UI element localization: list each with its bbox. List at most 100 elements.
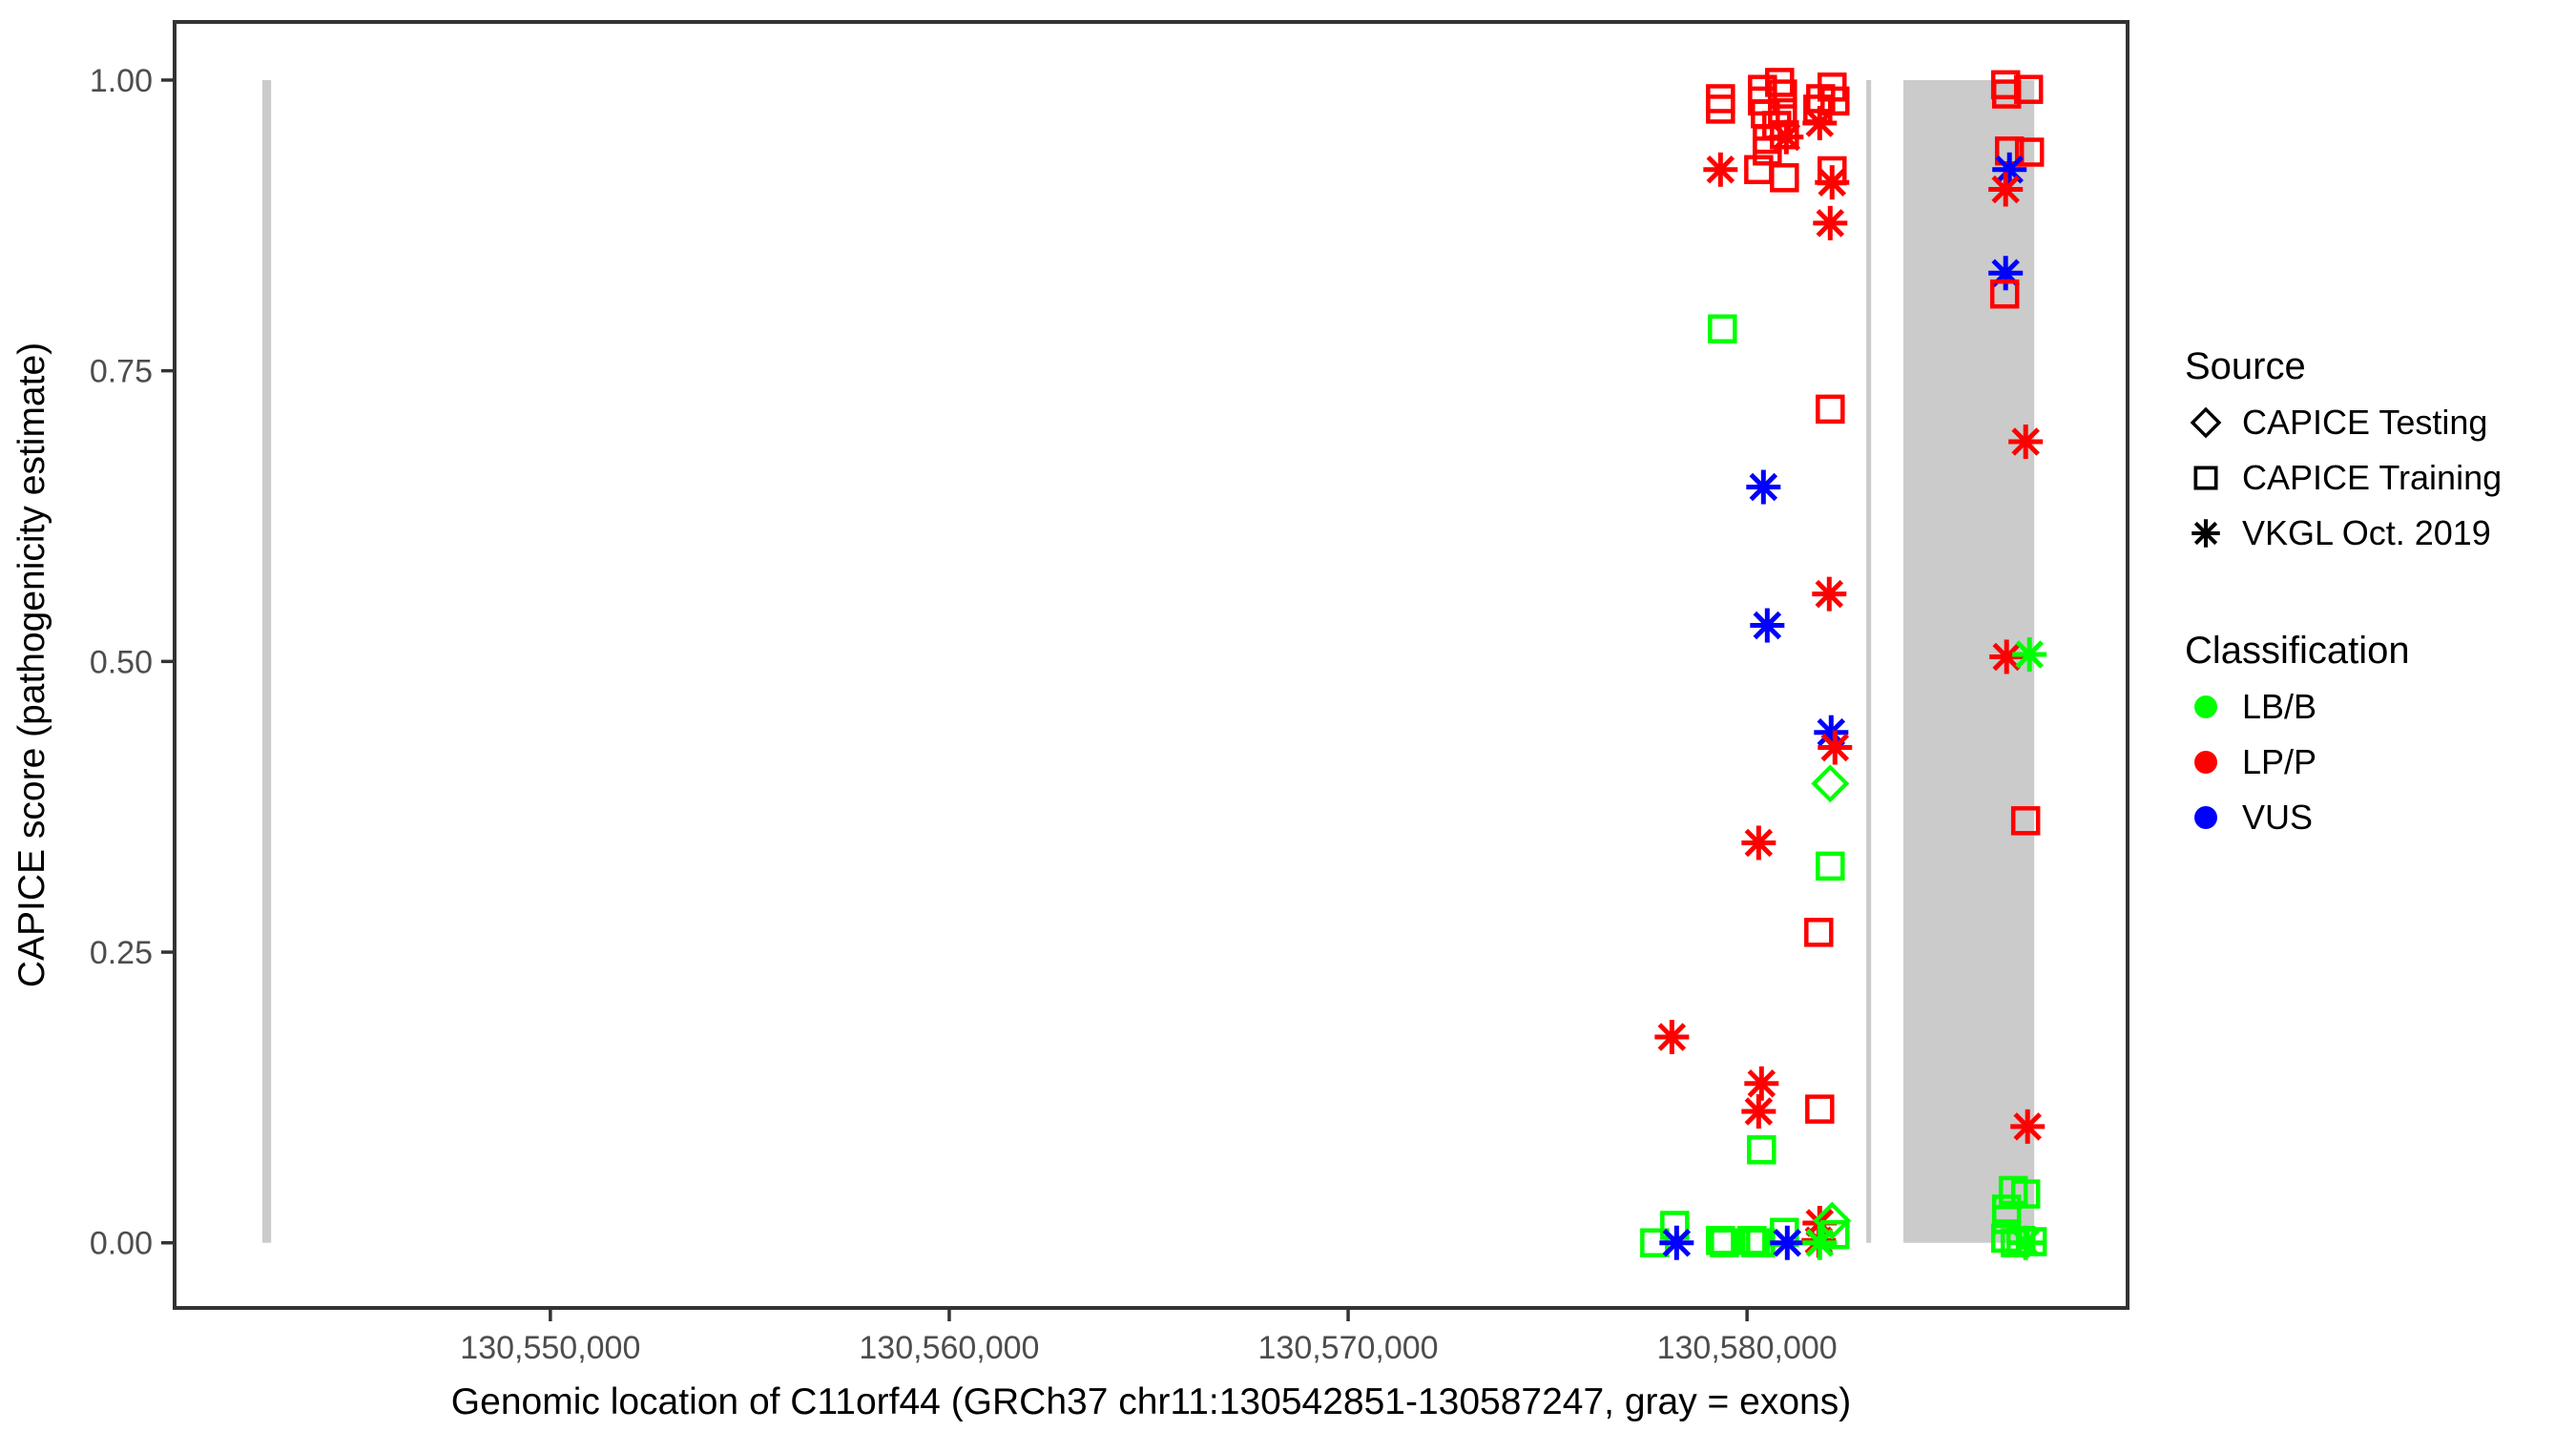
asterisk-arm <box>2015 640 2044 669</box>
legend-item-label: CAPICE Testing <box>2242 403 2488 442</box>
legend-symbol <box>2193 466 2218 490</box>
panel-border <box>173 20 2129 1310</box>
point-training <box>1706 94 1735 124</box>
square-marker <box>1747 1134 1776 1165</box>
square-marker <box>1816 394 1845 425</box>
point-vkgl <box>1815 165 1850 200</box>
square-marker <box>1741 1228 1771 1257</box>
square-marker <box>2193 466 2218 490</box>
legend-item-label: CAPICE Training <box>2242 458 2503 497</box>
point-vkgl <box>2192 519 2220 548</box>
square-marker <box>1816 851 1845 881</box>
square-marker <box>1820 1219 1850 1250</box>
asterisk-arm <box>1818 168 1847 197</box>
square-marker <box>1805 1094 1835 1124</box>
x-tick-label: 130,580,000 <box>1657 1330 1838 1366</box>
dot-marker <box>2194 806 2217 829</box>
asterisk-arm <box>1805 109 1835 137</box>
legend-source-section: Source CAPICE Testing CAPICE Training VKGL… <box>2185 343 2502 561</box>
point-vkgl <box>1818 730 1853 765</box>
point-training <box>1708 314 1737 344</box>
legend-item-label: LP/P <box>2242 742 2317 781</box>
point-training <box>1816 851 1845 881</box>
point-vkgl <box>2010 1109 2046 1144</box>
square-marker <box>2000 1228 2030 1257</box>
point-vkgl <box>1703 152 1738 187</box>
point-training <box>1744 155 1774 185</box>
point-training <box>2013 74 2044 104</box>
asterisk-arm <box>1995 156 2024 184</box>
point-training <box>1747 1134 1776 1165</box>
exon-rect <box>1866 79 1872 1243</box>
square-marker <box>1989 279 2020 309</box>
point-vkgl <box>1813 205 1848 240</box>
asterisk-arm <box>1744 828 1774 858</box>
asterisk-arm <box>1773 1228 1802 1257</box>
x-axis-title: Genomic location of C11orf44 (GRCh37 chr… <box>451 1381 1851 1422</box>
point-vkgl <box>1812 576 1847 612</box>
point-training <box>2000 1228 2030 1257</box>
legend-source-rows: CAPICE Testing CAPICE Training VKGL Oct. 2… <box>2185 395 2502 561</box>
point-training <box>1706 1226 1735 1255</box>
legend-symbol <box>2194 806 2217 829</box>
y-tick-label: 0.75 <box>90 354 153 390</box>
diamond-marker <box>1811 764 1850 803</box>
diamond-marker <box>1813 1201 1852 1240</box>
point-testing <box>2190 406 2222 439</box>
y-tick-label: 0.25 <box>90 935 153 971</box>
legend-item-classification-2: VUS <box>2185 790 2410 845</box>
asterisk-arm <box>1815 579 1844 609</box>
legend-symbol <box>2190 406 2222 439</box>
legend-source-title: Source <box>2185 345 2306 387</box>
point-dot <box>2194 806 2217 829</box>
point-training <box>2010 1179 2041 1209</box>
square-marker <box>1737 1226 1767 1255</box>
square-marker <box>1706 94 1735 124</box>
square-marker <box>2013 74 2044 104</box>
point-training <box>1820 86 1850 116</box>
legend-classification-section: Classification LB/B LP/P VUS <box>2185 628 2410 845</box>
asterisk-arm <box>1749 472 1778 502</box>
legend-symbol <box>2194 695 2217 718</box>
point-training <box>1991 79 2022 109</box>
x-tick-label: 130,550,000 <box>460 1330 640 1366</box>
point-training <box>1989 279 2020 309</box>
point-vkgl <box>1741 825 1776 861</box>
asterisk-arm <box>1817 717 1846 747</box>
point-vkgl <box>1802 1225 1838 1260</box>
square-marker <box>2014 137 2045 167</box>
point-vkgl <box>2008 424 2044 459</box>
point-training <box>1805 1094 1835 1124</box>
square-marker <box>1744 155 1774 185</box>
legend-item-source-0: CAPICE Testing <box>2185 395 2502 450</box>
y-tick-label: 0.50 <box>90 644 153 680</box>
point-training <box>1816 394 1845 425</box>
square-marker <box>1753 136 1782 166</box>
asterisk-arm <box>1753 611 1782 640</box>
y-tick-label: 1.00 <box>90 63 153 99</box>
point-training <box>1768 79 1797 109</box>
x-tick-label: 130,560,000 <box>859 1330 1039 1366</box>
point-vkgl <box>1750 608 1785 643</box>
asterisk-arm <box>1747 1069 1776 1098</box>
asterisk-arm <box>1992 642 2021 672</box>
point-training <box>1710 1228 1739 1257</box>
asterisk-arm <box>2013 1112 2042 1141</box>
point-training <box>2193 466 2218 490</box>
point-testing <box>1811 764 1850 803</box>
asterisk-arm <box>2193 521 2218 546</box>
dot-marker <box>2194 695 2217 718</box>
point-vkgl <box>1654 1020 1690 1055</box>
point-vkgl <box>1659 1225 1694 1260</box>
square-marker <box>1768 79 1797 109</box>
point-training <box>1741 1228 1771 1257</box>
asterisk-arm <box>1744 1097 1774 1126</box>
legend-classification-title: Classification <box>2185 630 2410 672</box>
y-tick-label: 0.00 <box>90 1226 153 1262</box>
points-layer <box>1640 68 2047 1260</box>
dot-marker <box>2194 751 2217 774</box>
square-marker <box>1820 86 1850 116</box>
point-training <box>1770 163 1799 193</box>
